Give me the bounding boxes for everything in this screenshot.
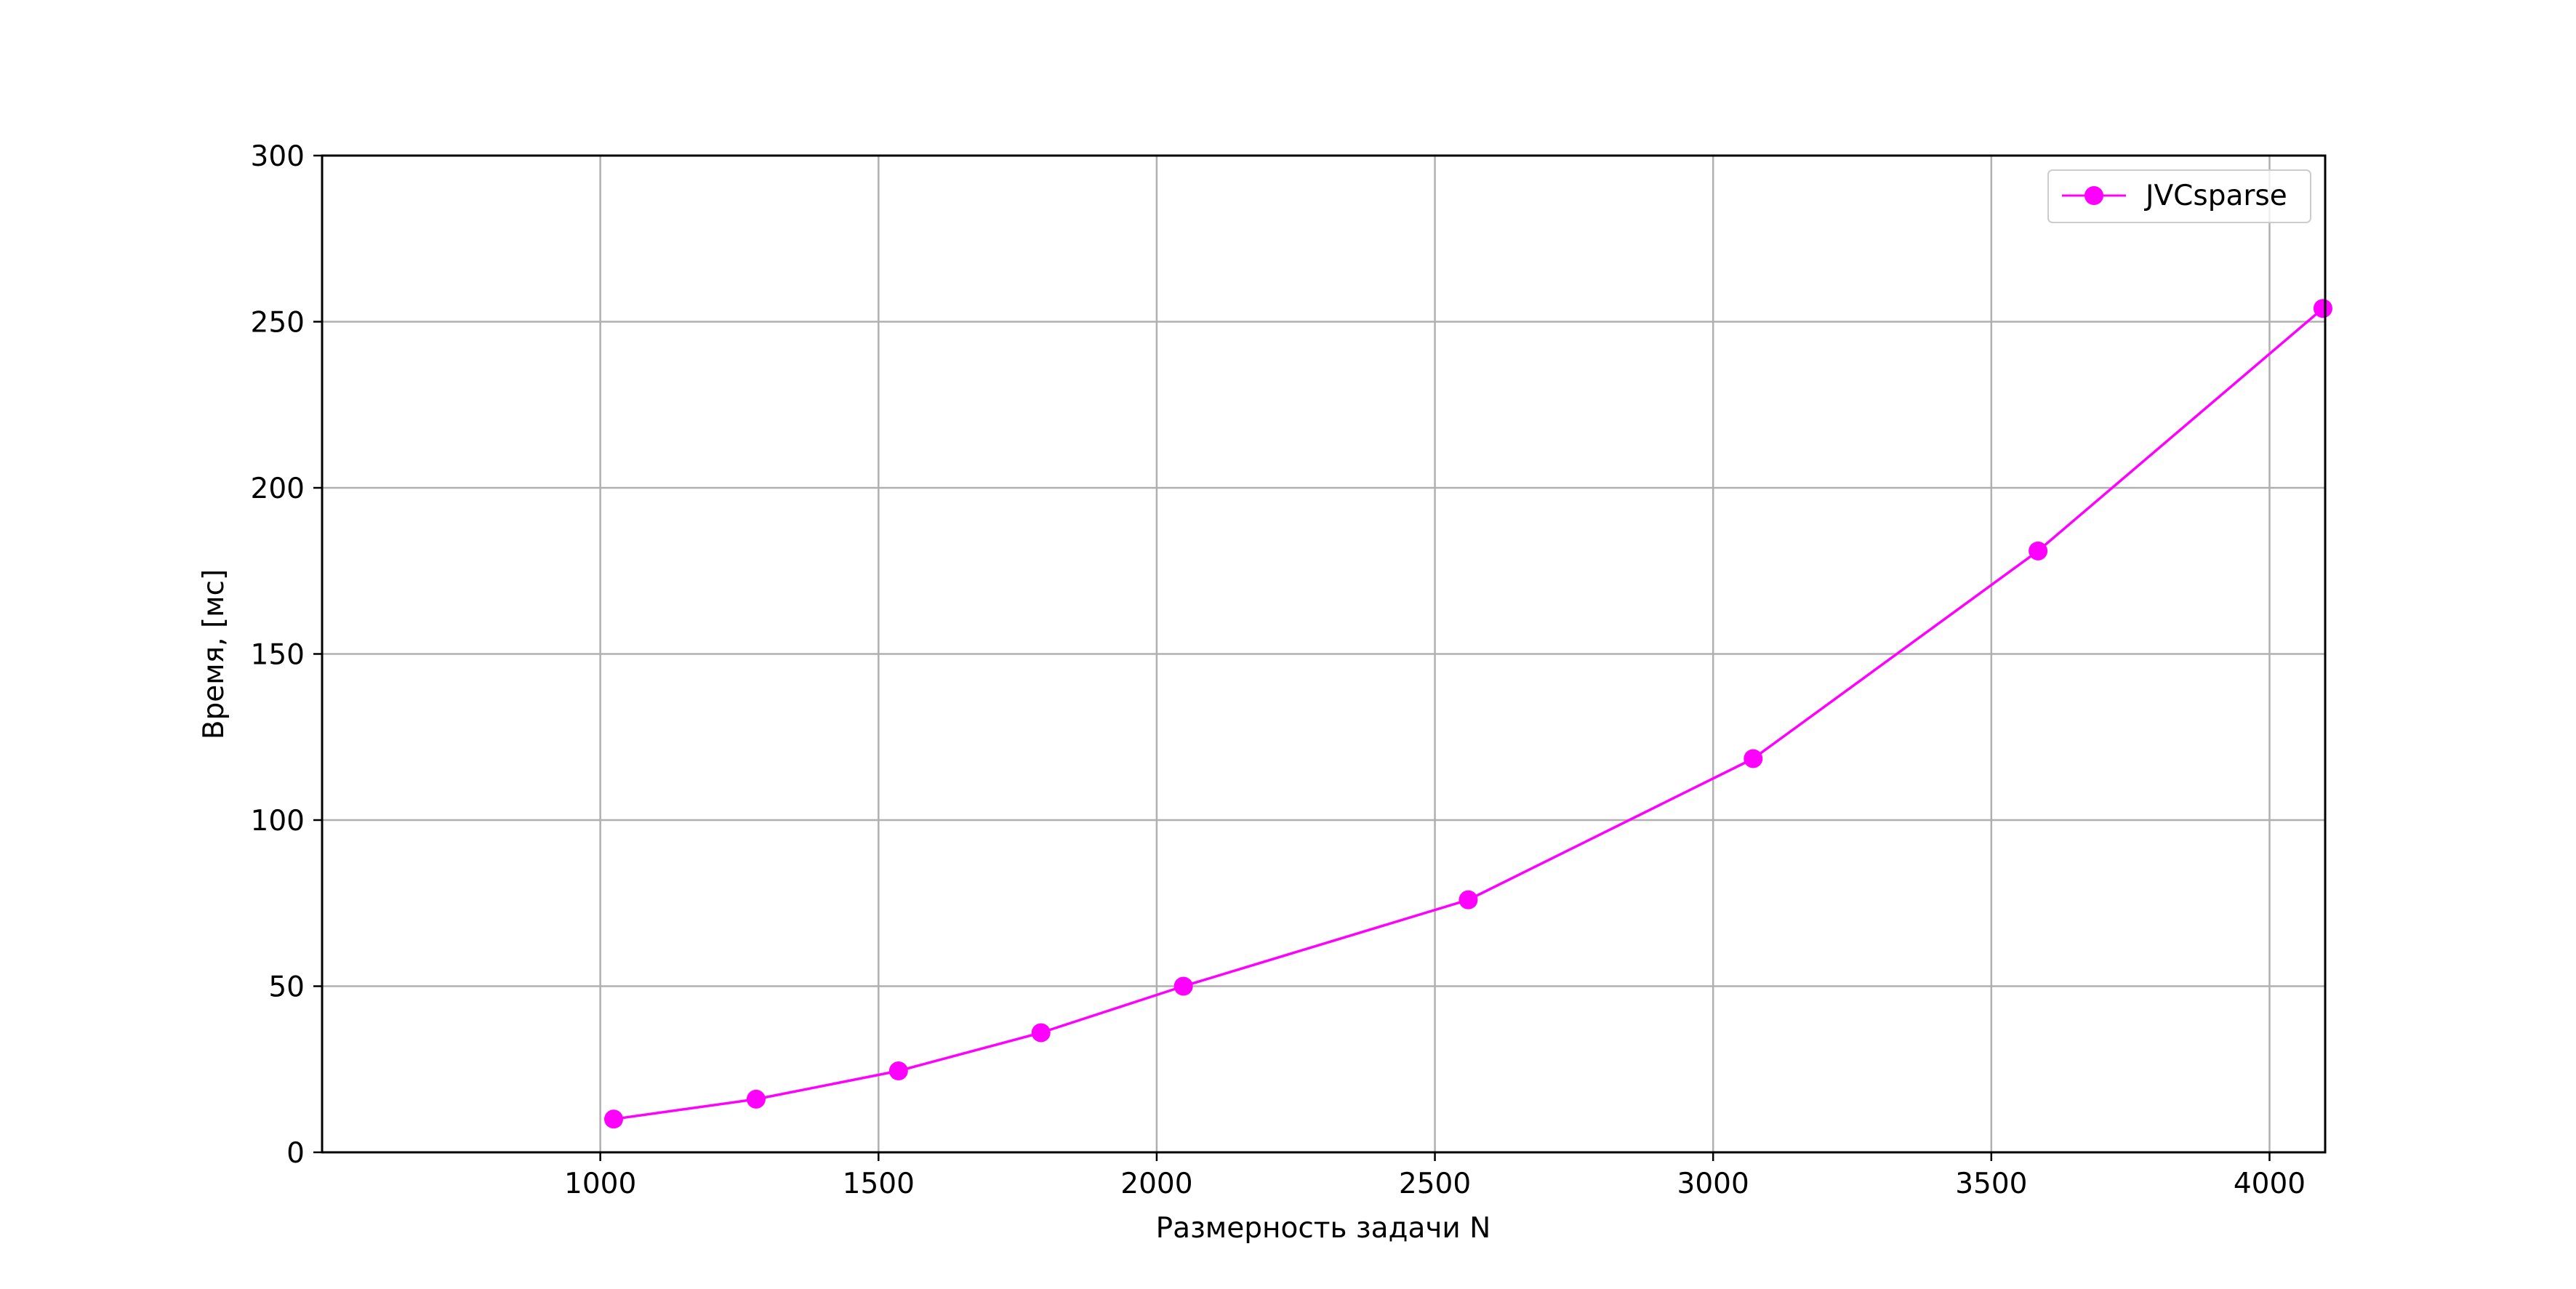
data-point xyxy=(747,1090,766,1109)
y-tick-label: 200 xyxy=(251,473,305,505)
data-point xyxy=(1458,891,1477,909)
data-point xyxy=(1174,977,1193,996)
x-tick-label: 3500 xyxy=(1955,1168,2027,1200)
data-point xyxy=(889,1061,908,1080)
legend-entry-label: JVCsparse xyxy=(2143,180,2287,212)
data-point xyxy=(2314,299,2332,318)
data-point xyxy=(2029,542,2047,561)
x-tick-label: 1000 xyxy=(564,1168,636,1200)
y-tick-label: 50 xyxy=(268,971,305,1004)
y-axis-label: Время, [мс] xyxy=(198,569,230,739)
y-tick-label: 150 xyxy=(251,639,305,672)
x-tick-label: 3000 xyxy=(1677,1168,1749,1200)
y-tick-label: 300 xyxy=(251,140,305,173)
x-tick-label: 2000 xyxy=(1120,1168,1192,1200)
x-tick-label: 1500 xyxy=(843,1168,915,1200)
y-tick-label: 100 xyxy=(251,805,305,838)
x-axis-label: Размерность задачи N xyxy=(1156,1212,1491,1245)
y-tick-label: 250 xyxy=(251,307,305,340)
legend: JVCsparse xyxy=(2048,170,2311,222)
legend-marker-swatch xyxy=(2085,186,2103,205)
data-point xyxy=(1032,1023,1051,1042)
data-point xyxy=(604,1109,623,1128)
data-point xyxy=(1744,749,1762,768)
x-tick-label: 2500 xyxy=(1399,1168,1471,1200)
x-tick-label: 4000 xyxy=(2234,1168,2306,1200)
y-tick-label: 0 xyxy=(286,1137,305,1170)
